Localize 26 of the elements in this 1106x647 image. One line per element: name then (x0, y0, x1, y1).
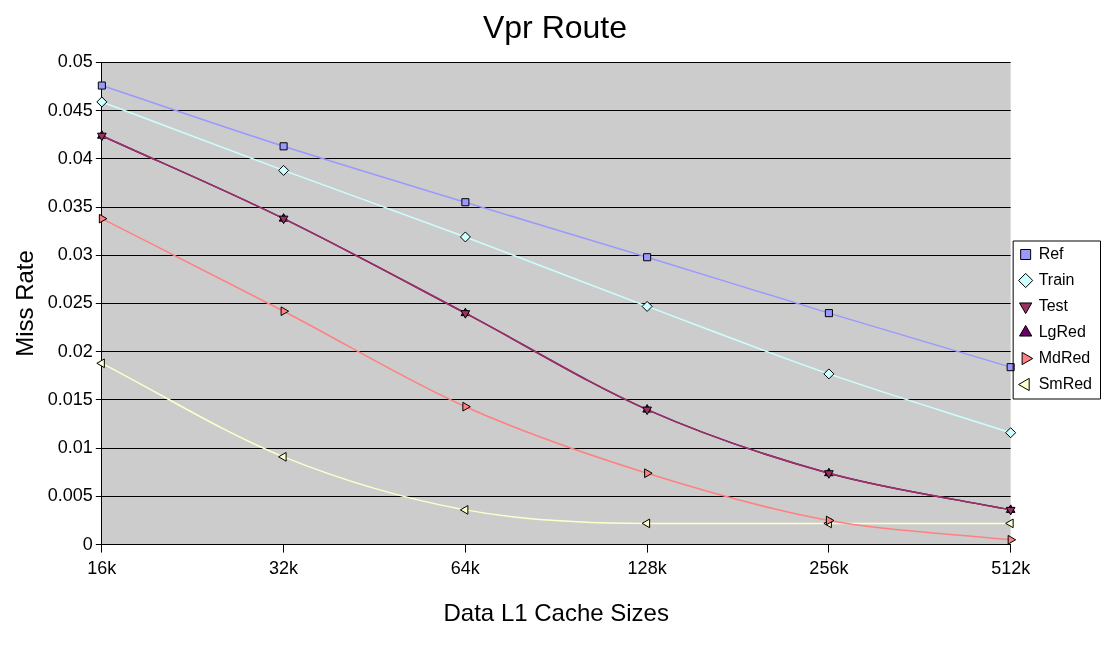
y-tick-label: 0.025 (47, 292, 93, 313)
x-tick-label: 64k (450, 558, 481, 579)
x-tick-label: 256k (809, 558, 850, 579)
legend-label: Ref (1038, 244, 1065, 262)
y-tick-label: 0.05 (57, 51, 93, 72)
y-tick-label: 0.005 (47, 485, 93, 506)
y-tick-label: 0.015 (47, 388, 93, 409)
y-tick-label: 0.02 (57, 340, 93, 361)
x-tick-label: 32k (269, 558, 300, 579)
y-tick-label: 0.01 (57, 437, 93, 458)
y-tick-label: 0.035 (47, 196, 93, 217)
y-axis-title: Miss Rate (11, 250, 39, 357)
chart-title: Vpr Route (482, 9, 628, 46)
y-tick-label: 0.04 (57, 147, 93, 168)
x-axis-title: Data L1 Cache Sizes (443, 599, 669, 627)
legend-label: LgRed (1038, 322, 1086, 340)
x-tick-label: 512k (991, 558, 1032, 579)
y-tick-label: 0.03 (57, 244, 93, 265)
y-tick-label: 0 (82, 533, 93, 554)
y-tick-label: 0.045 (47, 99, 93, 120)
x-tick-label: 128k (627, 558, 668, 579)
x-tick-label: 16k (87, 558, 118, 579)
legend-label: Test (1038, 296, 1069, 314)
legend-label: MdRed (1038, 348, 1091, 366)
legend-label: SmRed (1038, 374, 1093, 392)
legend-label: Train (1038, 270, 1075, 288)
